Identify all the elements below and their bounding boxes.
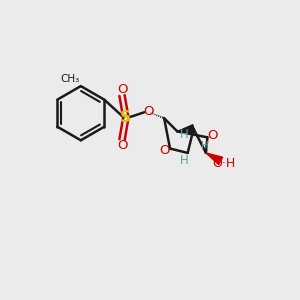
Polygon shape bbox=[177, 125, 194, 133]
Text: O: O bbox=[117, 139, 127, 152]
Polygon shape bbox=[206, 153, 223, 164]
Text: O: O bbox=[117, 83, 127, 96]
Text: H: H bbox=[201, 142, 208, 152]
Text: O·H: O·H bbox=[213, 157, 236, 170]
Text: H: H bbox=[180, 154, 189, 167]
Text: H: H bbox=[180, 128, 189, 141]
Text: O: O bbox=[143, 105, 154, 118]
Text: CH₃: CH₃ bbox=[61, 74, 80, 84]
Text: S: S bbox=[120, 110, 131, 125]
Text: O: O bbox=[160, 144, 170, 158]
Text: O: O bbox=[207, 129, 217, 142]
